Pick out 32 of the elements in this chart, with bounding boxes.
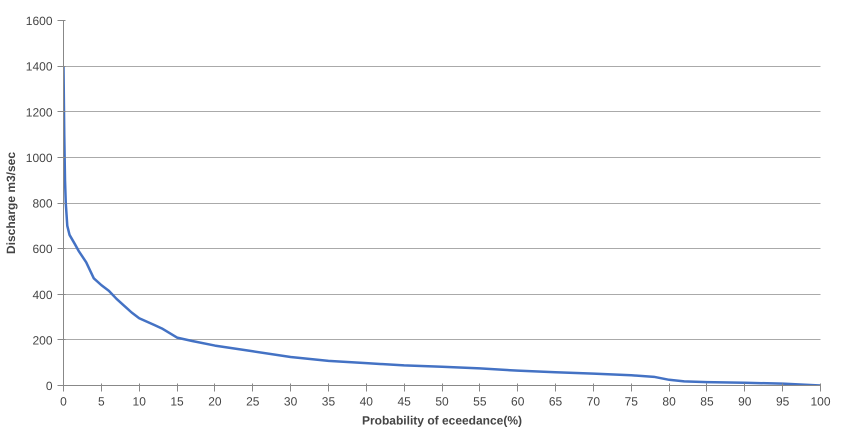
x-tick-label: 20 (208, 394, 222, 408)
x-tick-label: 45 (397, 394, 412, 408)
x-tick-label: 80 (662, 394, 676, 408)
x-tick-label: 50 (435, 394, 449, 408)
x-tick-label: 30 (284, 394, 298, 408)
x-tick-label: 0 (60, 394, 68, 408)
y-tick-label: 600 (32, 242, 53, 256)
x-tick-label: 70 (586, 394, 600, 408)
x-tick-label: 60 (511, 394, 525, 408)
y-tick-label: 400 (32, 288, 53, 302)
x-tick-label: 65 (548, 394, 563, 408)
y-tick-label: 0 (46, 379, 53, 393)
x-tick-label: 55 (473, 394, 487, 408)
x-tick-label: 10 (132, 394, 146, 408)
y-tick-label: 1200 (26, 105, 53, 120)
x-tick-label: 95 (776, 394, 790, 408)
x-tick-label: 90 (738, 394, 752, 408)
y-tick-label: 1600 (26, 14, 53, 28)
x-tick-label: 85 (700, 394, 714, 408)
y-tick-label: 1000 (26, 150, 53, 165)
x-axis-title: Probability of eceedance(%) (362, 414, 522, 428)
x-tick-label: 25 (246, 394, 260, 408)
x-tick-label: 100 (810, 394, 831, 408)
y-tick-label: 200 (32, 333, 53, 348)
x-tick-label: 15 (170, 394, 184, 408)
x-tick-label: 75 (624, 394, 638, 408)
y-tick-label: 1400 (26, 60, 53, 74)
x-tick-label: 35 (322, 394, 336, 408)
y-tick-label: 800 (32, 196, 53, 210)
x-tick-label: 40 (360, 394, 374, 408)
x-tick-label: 5 (98, 394, 106, 408)
y-axis-title: Discharge m3/sec (4, 152, 18, 254)
